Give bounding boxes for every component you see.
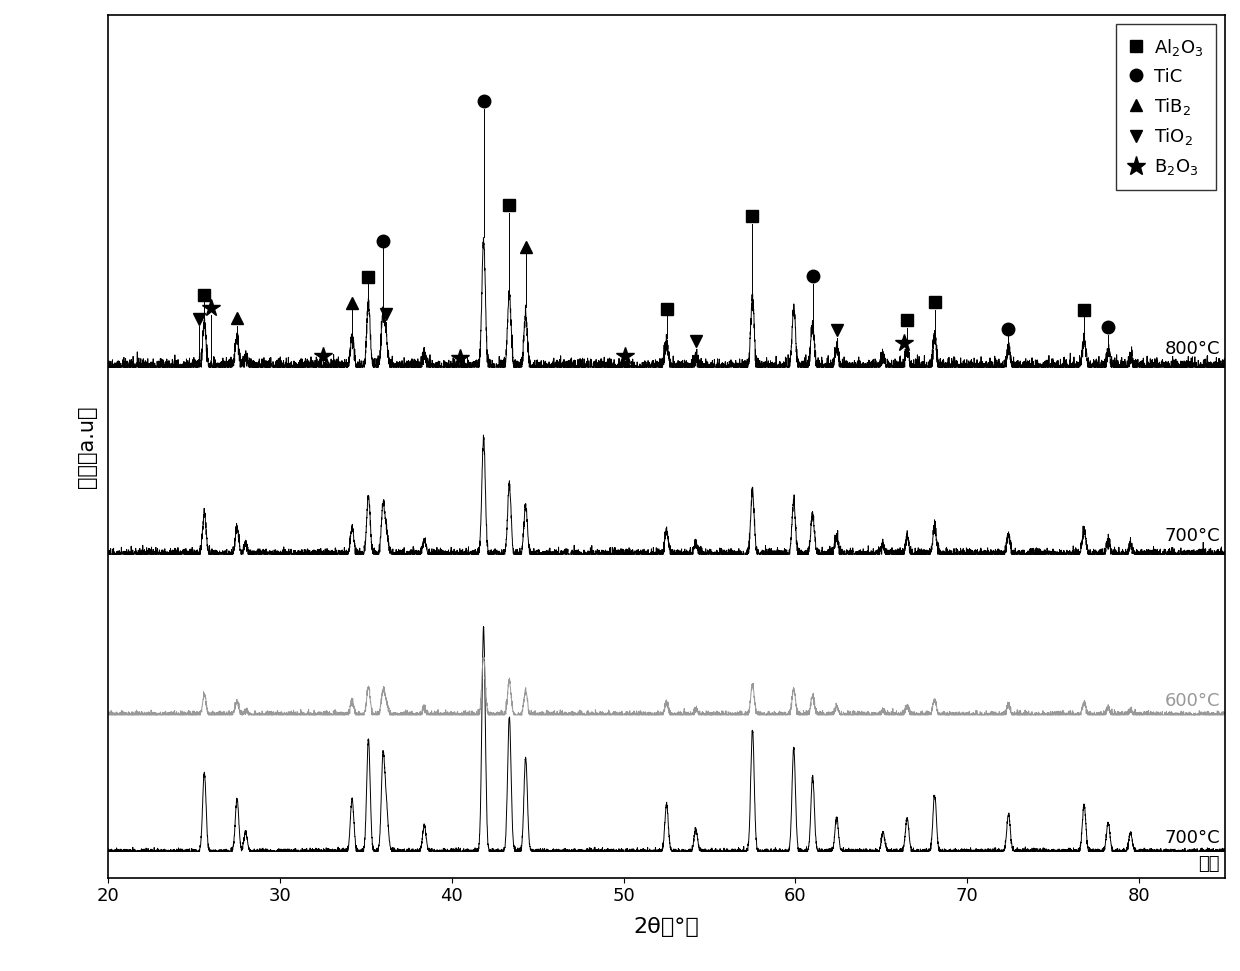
- Text: 700°C: 700°C: [1164, 527, 1220, 546]
- Y-axis label: 强度（a.u）: 强度（a.u）: [77, 405, 97, 487]
- X-axis label: 2θ（°）: 2θ（°）: [634, 917, 699, 937]
- Text: 真空: 真空: [1198, 855, 1220, 873]
- Text: 600°C: 600°C: [1164, 692, 1220, 711]
- Text: 800°C: 800°C: [1164, 341, 1220, 358]
- Text: 700°C: 700°C: [1164, 829, 1220, 847]
- Legend: Al$_2$O$_3$, TiC, TiB$_2$, TiO$_2$, B$_2$O$_3$: Al$_2$O$_3$, TiC, TiB$_2$, TiO$_2$, B$_2…: [1116, 24, 1216, 190]
